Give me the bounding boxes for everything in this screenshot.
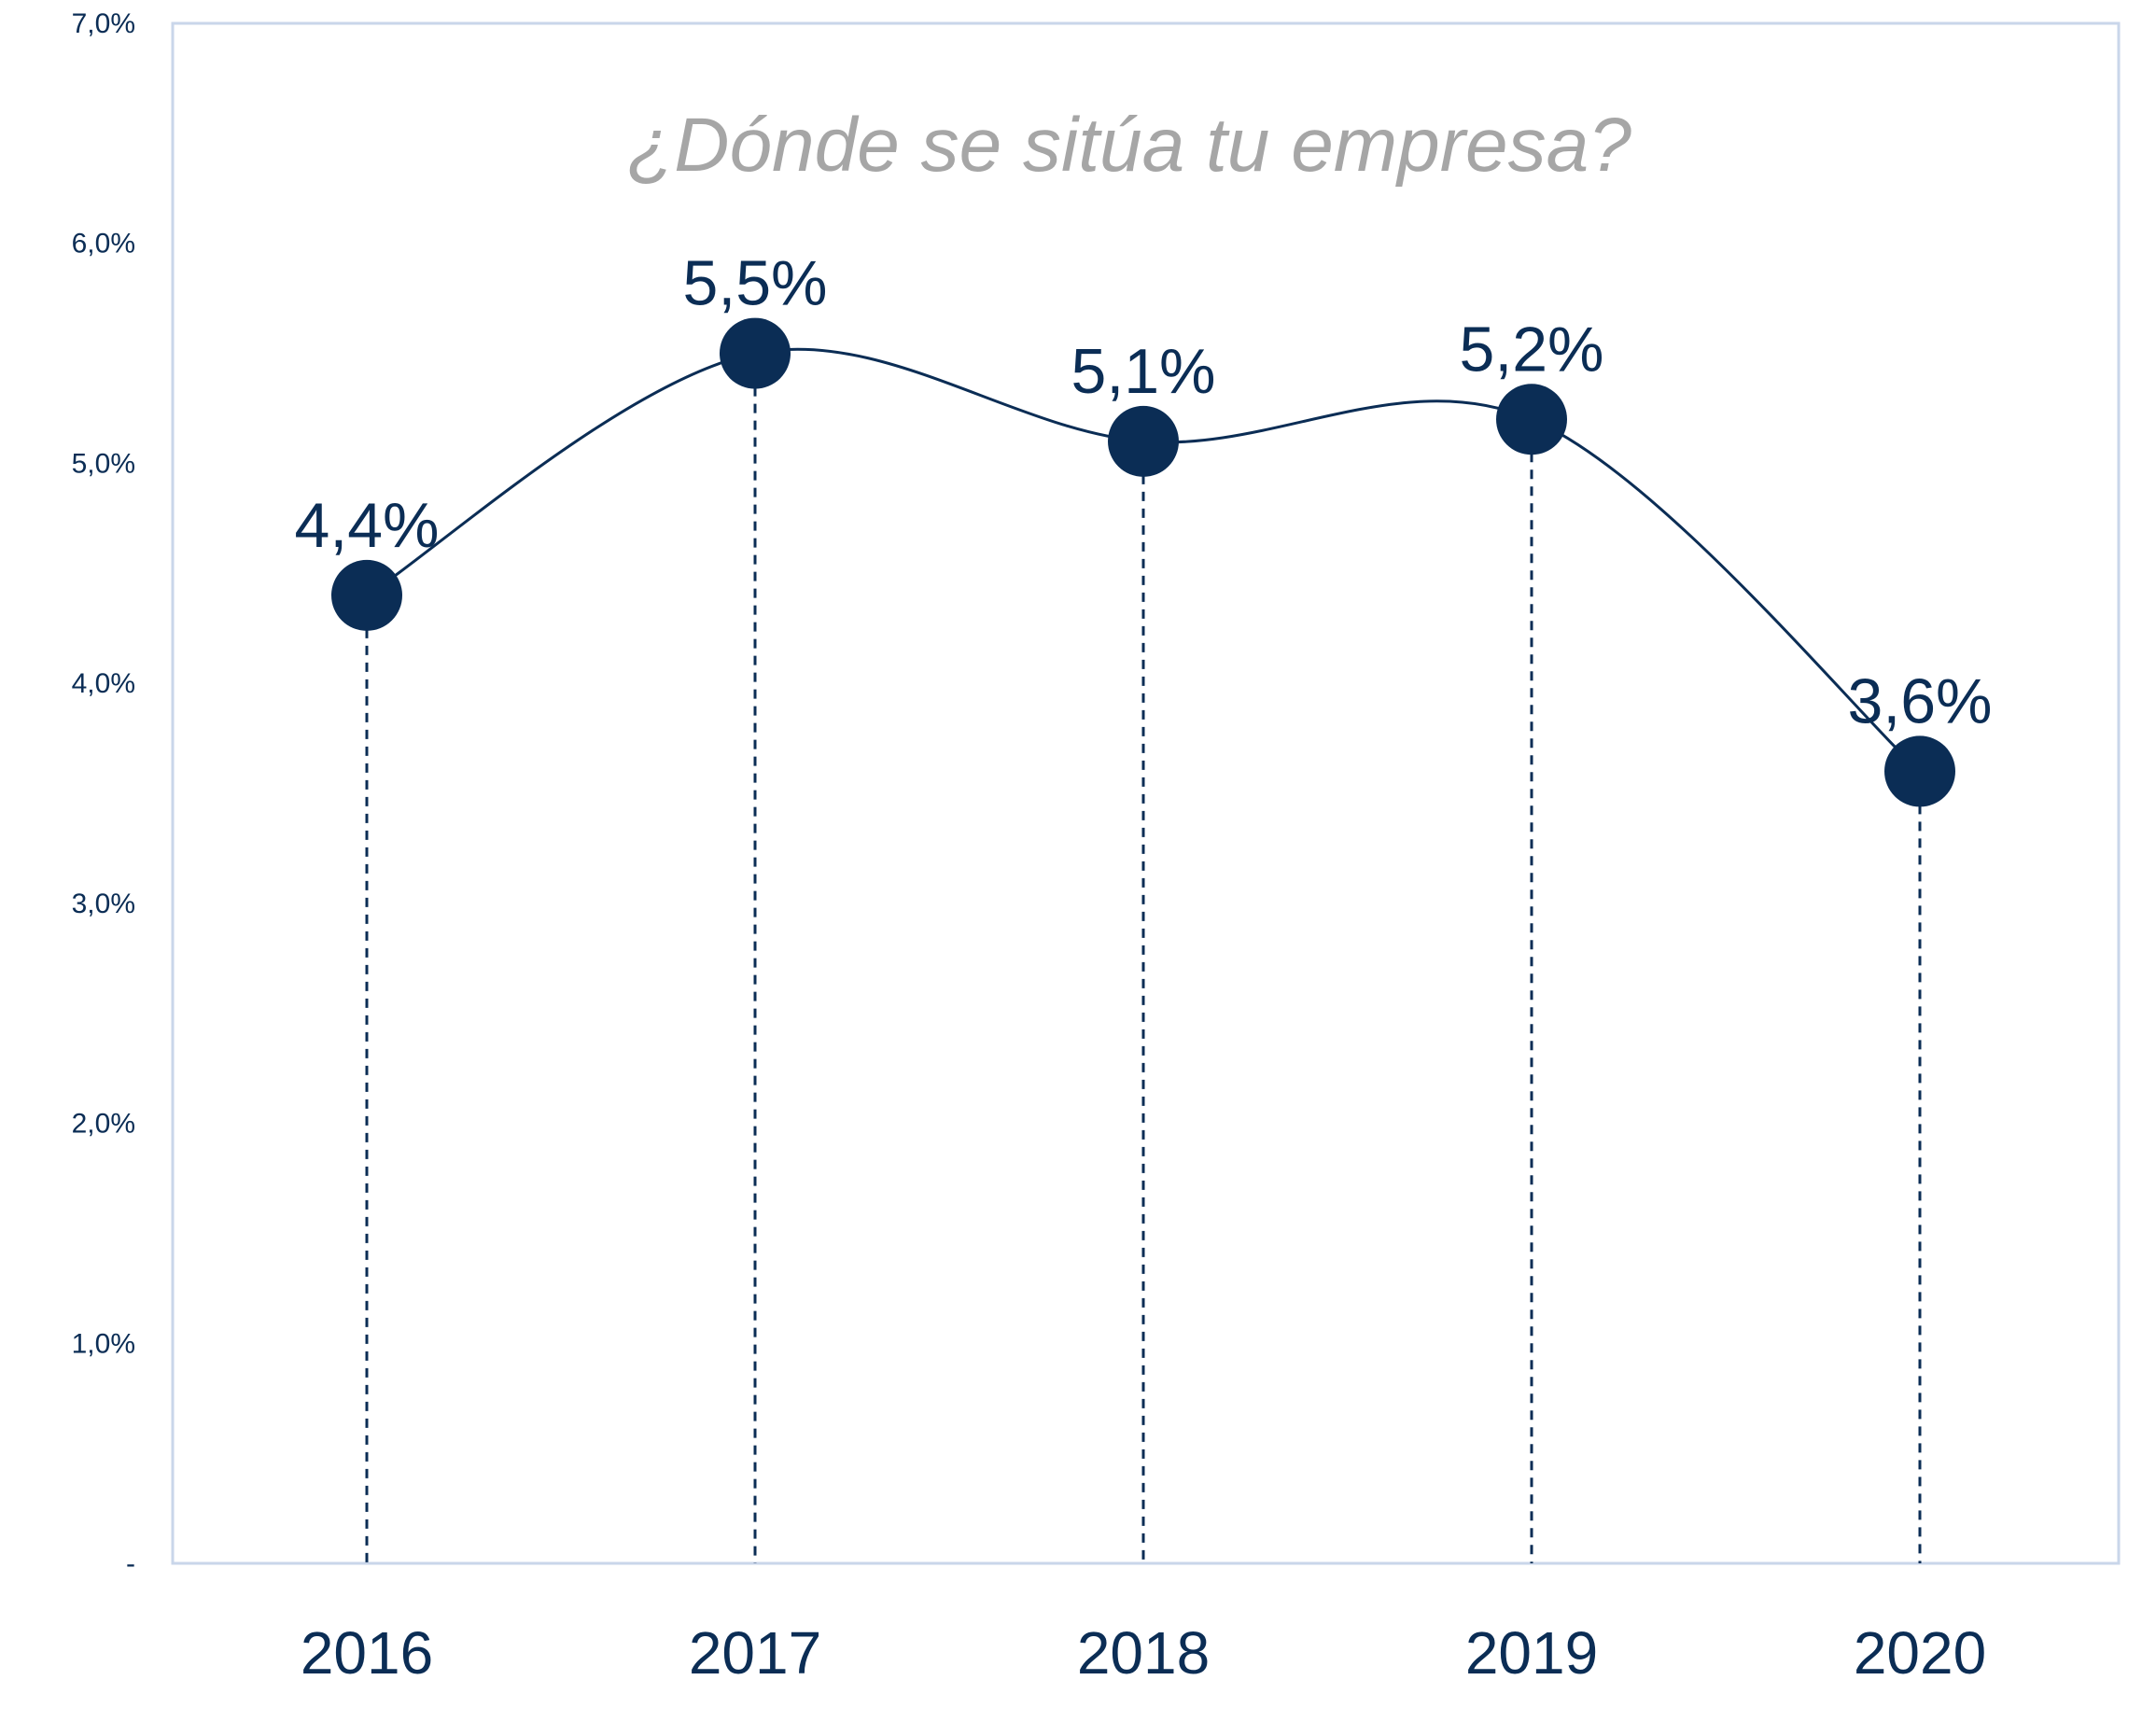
y-tick-label: 3,0% xyxy=(72,889,135,919)
y-tick-label: 1,0% xyxy=(72,1328,135,1359)
y-tick-label: 6,0% xyxy=(72,229,135,259)
x-tick-label: 2018 xyxy=(1077,1619,1210,1687)
x-tick-label: 2016 xyxy=(301,1619,433,1687)
data-label: 5,5% xyxy=(683,248,828,319)
data-label: 3,6% xyxy=(1848,665,1993,736)
data-labels: 4,4% 5,5% 5,1% 5,2% 3,6% xyxy=(295,248,1993,737)
y-tick-label: 2,0% xyxy=(72,1109,135,1140)
x-tick-label: 2020 xyxy=(1854,1619,1986,1687)
data-point xyxy=(720,317,791,389)
data-point xyxy=(1884,735,1955,807)
data-label: 5,1% xyxy=(1071,336,1216,407)
data-point xyxy=(1108,405,1179,477)
plot-frame xyxy=(171,21,2121,1565)
y-tick-label: 5,0% xyxy=(72,448,135,479)
x-tick-label: 2017 xyxy=(689,1619,821,1687)
drop-lines xyxy=(365,353,1922,1563)
x-tick-label: 2019 xyxy=(1465,1619,1598,1687)
data-point xyxy=(1496,384,1567,455)
y-tick-label: 7,0% xyxy=(72,8,135,39)
data-label: 5,2% xyxy=(1460,314,1604,385)
y-axis-ticks: - 1,0% 2,0% 3,0% 4,0% 5,0% 6,0% 7,0% xyxy=(72,8,135,1579)
chart-title: ¿Dónde se sitúa tu empresa? xyxy=(627,103,1631,188)
data-point xyxy=(331,559,402,631)
y-tick-label: - xyxy=(126,1548,135,1579)
data-label: 4,4% xyxy=(295,490,440,561)
data-markers xyxy=(331,317,1955,807)
x-axis-ticks: 2016 2017 2018 2019 2020 xyxy=(301,1619,1986,1687)
y-tick-label: 4,0% xyxy=(72,668,135,699)
